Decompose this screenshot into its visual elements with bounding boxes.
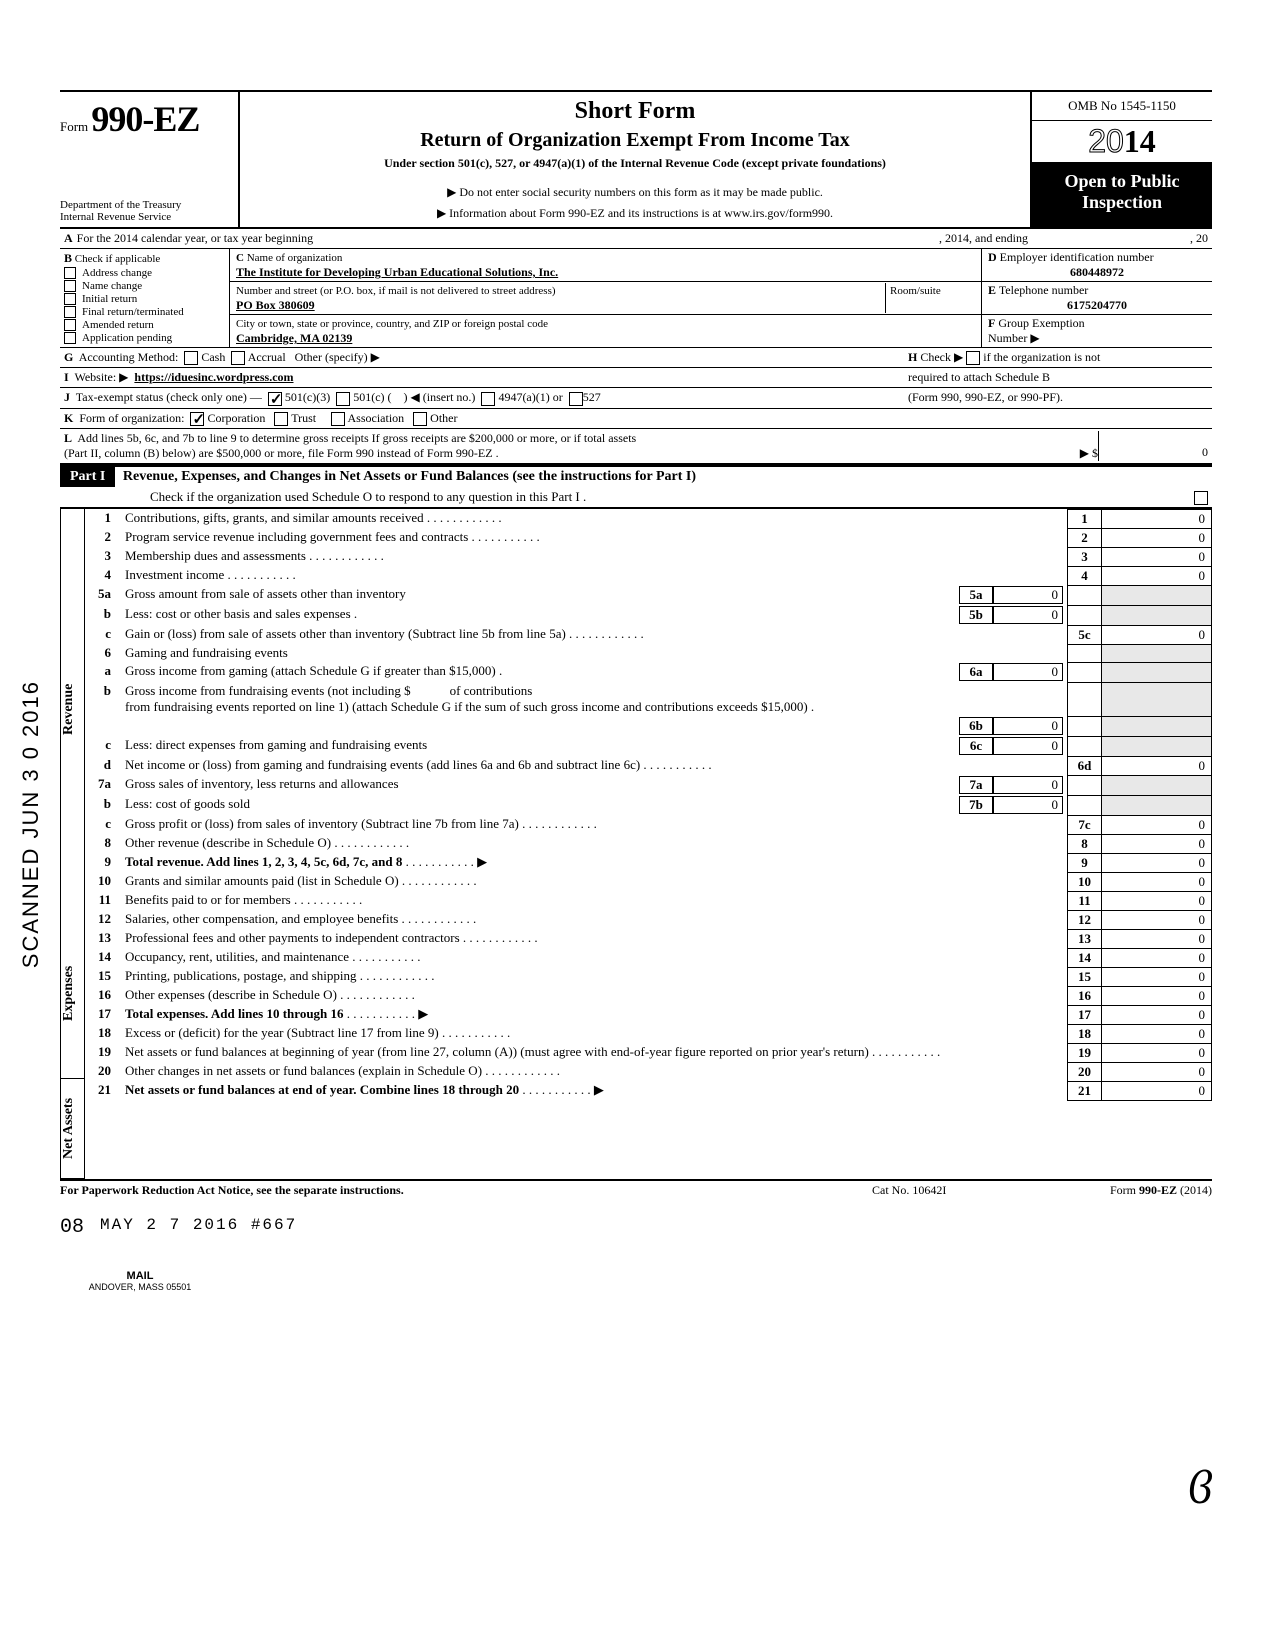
checkbox[interactable]	[64, 319, 76, 331]
subtitle: Under section 501(c), 527, or 4947(a)(1)…	[248, 156, 1022, 171]
website: https://iduesinc.wordpress.com	[134, 370, 293, 384]
checkbox[interactable]	[64, 306, 76, 318]
row-a: A For the 2014 calendar year, or tax yea…	[60, 229, 1212, 249]
revenue-label: Revenue	[60, 509, 84, 909]
row-k: K Form of organization: Corporation Trus…	[60, 409, 1212, 429]
org-name: The Institute for Developing Urban Educa…	[236, 265, 558, 279]
checkbox[interactable]	[64, 267, 76, 279]
4947-checkbox[interactable]	[481, 392, 495, 406]
lines-table: 1Contributions, gifts, grants, and simil…	[85, 509, 1212, 1101]
schedule-b-checkbox[interactable]	[966, 351, 980, 365]
info-note: ▶ Information about Form 990-EZ and its …	[248, 206, 1022, 221]
other-checkbox[interactable]	[413, 412, 427, 426]
part1-header: Part I Revenue, Expenses, and Changes in…	[60, 465, 1212, 508]
stamp-area: 08 MAY 2 7 2016 #667 MAIL ANDOVER, MASS …	[60, 1210, 1212, 1350]
checkbox-label: Amended return	[82, 319, 154, 331]
col-c: C Name of organization The Institute for…	[230, 249, 982, 347]
checkbox-label: Application pending	[82, 332, 172, 344]
form-number: Form 990-EZ	[60, 98, 230, 140]
checkbox-label: Final return/terminated	[82, 306, 184, 318]
checkbox-label: Address change	[82, 267, 152, 279]
title-short-form: Short Form	[248, 98, 1022, 125]
expenses-label: Expenses	[60, 909, 84, 1079]
part1-body: Revenue Expenses Net Assets 1Contributio…	[60, 508, 1212, 1179]
footer: For Paperwork Reduction Act Notice, see …	[60, 1179, 1212, 1200]
netassets-label: Net Assets	[60, 1079, 84, 1179]
city-state-zip: Cambridge, MA 02139	[236, 331, 352, 345]
527-checkbox[interactable]	[569, 392, 583, 406]
row-l: L Add lines 5b, 6c, and 7b to line 9 to …	[60, 429, 1212, 465]
scanned-stamp: SCANNED JUN 3 0 2016	[18, 680, 44, 968]
assoc-checkbox[interactable]	[331, 412, 345, 426]
cash-checkbox[interactable]	[184, 351, 198, 365]
phone: 6175204770	[988, 298, 1206, 313]
501c3-checkbox[interactable]	[268, 392, 282, 406]
501c-checkbox[interactable]	[336, 392, 350, 406]
trust-checkbox[interactable]	[274, 412, 288, 426]
checkbox[interactable]	[64, 293, 76, 305]
signature: ϐ	[1188, 1460, 1212, 1515]
corp-checkbox[interactable]	[190, 412, 204, 426]
form-header: Form 990-EZ Department of the Treasury I…	[60, 90, 1212, 229]
row-g: G Accounting Method: Cash Accrual Other …	[60, 348, 1212, 368]
checkbox-label: Name change	[82, 280, 142, 292]
row-j: J Tax-exempt status (check only one) — 5…	[60, 388, 1212, 408]
section-bcd: B Check if applicable Address changeName…	[60, 249, 1212, 348]
col-d: D Employer identification number 6804489…	[982, 249, 1212, 347]
row-i: I Website: ▶ https://iduesinc.wordpress.…	[60, 368, 1212, 388]
ssn-note: ▶ Do not enter social security numbers o…	[248, 185, 1022, 200]
omb-number: OMB No 1545-1150	[1032, 92, 1212, 121]
dept-treasury: Department of the Treasury Internal Reve…	[60, 199, 230, 223]
address: PO Box 380609	[236, 298, 315, 312]
top-marks	[60, 60, 1212, 90]
ein: 680448972	[988, 265, 1206, 280]
schedule-o-checkbox[interactable]	[1194, 491, 1208, 505]
col-b: B Check if applicable Address changeName…	[60, 249, 230, 347]
accrual-checkbox[interactable]	[231, 351, 245, 365]
title-return: Return of Organization Exempt From Incom…	[248, 129, 1022, 152]
checkbox-label: Initial return	[82, 293, 137, 305]
checkbox[interactable]	[64, 280, 76, 292]
open-public-badge: Open to Public Inspection	[1032, 163, 1212, 227]
checkbox[interactable]	[64, 332, 76, 344]
tax-year: 2014	[1032, 121, 1212, 163]
